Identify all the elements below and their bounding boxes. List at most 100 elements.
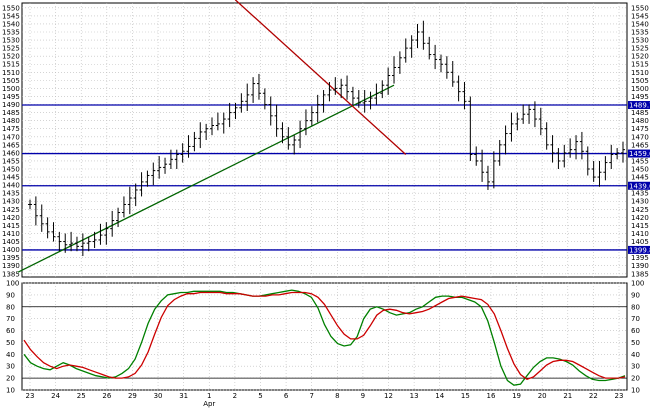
price-y-tick-right: 1450 [631, 166, 649, 174]
price-y-tick-left: 1495 [2, 93, 20, 101]
x-tick-label: 1 [207, 392, 211, 400]
price-y-tick-right: 1410 [631, 230, 649, 238]
stoch-y-tick-right: 50 [631, 339, 640, 347]
price-y-tick-left: 1455 [2, 157, 20, 165]
x-tick-label: 12 [384, 392, 393, 400]
price-y-tick-right: 1435 [631, 190, 649, 198]
price-y-tick-right: 1510 [631, 69, 649, 77]
stoch-y-tick-right: 60 [631, 327, 640, 335]
x-tick-label: 13 [410, 392, 419, 400]
x-tick-label: 14 [435, 392, 444, 400]
price-y-tick-right: 1550 [631, 4, 649, 12]
stoch-y-tick-right: 40 [631, 351, 640, 359]
price-y-tick-left: 1520 [2, 53, 20, 61]
x-month-label: Apr [203, 400, 215, 408]
stoch-y-tick-left: 100 [6, 280, 19, 288]
level-value-label: 1459.6 [629, 150, 650, 158]
x-tick-label: 31 [179, 392, 188, 400]
x-tick-label: 20 [538, 392, 547, 400]
price-y-tick-left: 1480 [2, 117, 20, 125]
x-tick-label: 5 [258, 392, 262, 400]
stoch-y-tick-left: 20 [6, 375, 15, 383]
price-y-tick-left: 1545 [2, 12, 20, 20]
price-y-tick-right: 1405 [631, 238, 649, 246]
stoch-y-tick-right: 10 [631, 387, 640, 395]
x-tick-label: 15 [461, 392, 470, 400]
level-value-label: 1439.6 [629, 182, 650, 190]
price-y-tick-right: 1480 [631, 117, 649, 125]
price-y-tick-left: 1435 [2, 190, 20, 198]
x-tick-label: 26 [102, 392, 111, 400]
price-y-tick-left: 1505 [2, 77, 20, 85]
price-y-tick-left: 1415 [2, 222, 20, 230]
price-y-tick-right: 1385 [631, 270, 649, 278]
stoch-y-tick-left: 70 [6, 315, 15, 323]
price-y-tick-right: 1495 [631, 93, 649, 101]
price-y-tick-left: 1445 [2, 174, 20, 182]
price-y-tick-right: 1475 [631, 125, 649, 133]
stoch-y-tick-right: 80 [631, 303, 640, 311]
price-y-tick-left: 1450 [2, 166, 20, 174]
level-value-label: 1489.7 [629, 102, 650, 110]
price-y-tick-left: 1485 [2, 109, 20, 117]
x-tick-label: 2 [233, 392, 237, 400]
price-y-tick-right: 1545 [631, 12, 649, 20]
price-y-tick-right: 1540 [631, 20, 649, 28]
price-y-tick-right: 1445 [631, 174, 649, 182]
x-tick-label: 9 [361, 392, 365, 400]
x-tick-label: 25 [77, 392, 86, 400]
price-y-tick-left: 1405 [2, 238, 20, 246]
price-y-tick-left: 1385 [2, 270, 20, 278]
stoch-y-tick-right: 30 [631, 363, 640, 371]
price-y-tick-right: 1455 [631, 157, 649, 165]
stoch-y-tick-left: 60 [6, 327, 15, 335]
price-y-tick-left: 1410 [2, 230, 20, 238]
x-tick-label: 7 [309, 392, 313, 400]
price-y-tick-left: 1540 [2, 20, 20, 28]
price-y-tick-left: 1550 [2, 4, 20, 12]
price-y-tick-right: 1525 [631, 45, 649, 53]
price-y-tick-left: 1465 [2, 141, 20, 149]
price-y-tick-left: 1490 [2, 101, 20, 109]
stoch-y-tick-left: 10 [6, 387, 15, 395]
x-tick-label: 6 [284, 392, 289, 400]
stoch-y-tick-left: 50 [6, 339, 15, 347]
price-y-tick-left: 1500 [2, 85, 20, 93]
x-tick-label: 8 [335, 392, 339, 400]
price-y-tick-left: 1470 [2, 133, 20, 141]
price-y-tick-left: 1425 [2, 206, 20, 214]
price-y-tick-left: 1525 [2, 45, 20, 53]
x-tick-label: 29 [128, 392, 137, 400]
price-y-tick-right: 1535 [631, 29, 649, 37]
stoch-y-tick-right: 90 [631, 291, 640, 299]
price-y-tick-left: 1440 [2, 182, 20, 190]
stoch-y-tick-left: 30 [6, 363, 15, 371]
price-y-tick-right: 1390 [631, 262, 649, 270]
price-y-tick-left: 1510 [2, 69, 20, 77]
price-y-tick-left: 1535 [2, 29, 20, 37]
level-value-label: 1399.8 [629, 246, 650, 254]
price-y-tick-right: 1430 [631, 198, 649, 206]
x-tick-label: 16 [486, 392, 495, 400]
price-y-tick-left: 1530 [2, 37, 20, 45]
price-y-tick-right: 1465 [631, 141, 649, 149]
price-y-tick-right: 1395 [631, 254, 649, 262]
price-y-tick-right: 1470 [631, 133, 649, 141]
stoch-y-tick-right: 100 [631, 280, 644, 288]
stoch-y-tick-left: 40 [6, 351, 15, 359]
price-y-tick-right: 1485 [631, 109, 649, 117]
price-y-tick-right: 1505 [631, 77, 649, 85]
price-y-tick-left: 1515 [2, 61, 20, 69]
x-tick-label: 23 [26, 392, 35, 400]
x-tick-label: 22 [589, 392, 598, 400]
stoch-y-tick-left: 90 [6, 291, 15, 299]
price-y-tick-left: 1395 [2, 254, 20, 262]
price-y-tick-right: 1515 [631, 61, 649, 69]
x-tick-label: 19 [512, 392, 521, 400]
price-y-tick-right: 1415 [631, 222, 649, 230]
x-tick-label: 24 [51, 392, 60, 400]
stoch-y-tick-right: 70 [631, 315, 640, 323]
price-y-tick-left: 1475 [2, 125, 20, 133]
